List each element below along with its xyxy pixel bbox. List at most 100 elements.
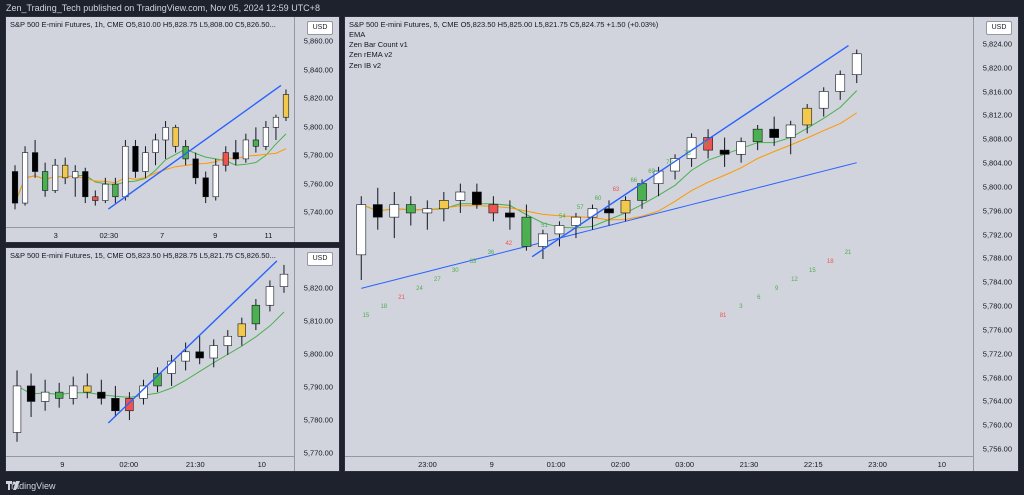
h1-candle [21, 152, 29, 204]
bar-count-label: 72 [666, 160, 673, 166]
h1-x-tick: 9 [213, 231, 218, 240]
price-axis-1h[interactable]: 5,860.00 5,840.00 5,820.00 5,800.00 5,780.00… [294, 17, 339, 242]
m5-candle [653, 170, 664, 184]
m5-candle [802, 107, 813, 126]
m5-x-tick: 22:15 [803, 460, 823, 469]
m5-x-tick: 23:00 [418, 460, 437, 469]
m5-candle [620, 200, 631, 214]
m5-x-tick: 02:00 [610, 460, 630, 469]
tradingview-brand[interactable]: TradingView [6, 481, 56, 491]
h1-ema-line [14, 148, 287, 204]
indicator-rema[interactable]: Zen rEMA v2 [349, 50, 393, 60]
bar-count-label: 12 [791, 277, 798, 283]
price-axis-15m[interactable]: 5,820.00 5,810.00 5,800.00 5,790.00 5,780.00… [294, 248, 339, 471]
m5-candle [538, 233, 548, 247]
m5-y-tick: 5,784.00 [982, 277, 1012, 287]
bar-count-label: 21 [845, 250, 852, 256]
m15-candle [55, 391, 64, 399]
m15-candle [181, 351, 190, 362]
h1-x-tick: 3 [53, 231, 58, 240]
currency-badge-5m[interactable]: USD [986, 21, 1012, 35]
time-axis-15m[interactable]: 9 02:00 21:30 10 [6, 456, 295, 471]
h1-candle [142, 152, 149, 172]
h1-candle [172, 127, 179, 147]
h1-candle [202, 177, 209, 198]
h1-candle [272, 116, 280, 128]
h1-candle [282, 94, 290, 118]
m5-candle [703, 137, 713, 151]
h1-candle [112, 183, 119, 198]
chart-panel-5m[interactable]: 15 18 21 24 27 30 33 36 42 48 51 54 57 60 63 66 69 72 75 78… [344, 16, 1019, 472]
bar-count-label: 15 [363, 313, 370, 319]
m5-y-tick: 5,792.00 [982, 230, 1012, 240]
m5-y-tick: 5,824.00 [982, 39, 1012, 49]
m5-candle [752, 128, 763, 143]
bar-count-label: 51 [541, 223, 548, 229]
m15-candle [97, 391, 106, 399]
m15-y-tick: 5,810.00 [303, 316, 333, 326]
m15-x-tick: 10 [257, 460, 266, 469]
m5-candle [769, 128, 780, 138]
m5-y-tick: 5,804.00 [982, 158, 1012, 168]
m5-x-tick: 01:00 [546, 460, 566, 469]
price-axis-5m[interactable]: 5,824.00 5,820.00 5,816.00 5,812.00 5,808.00… [973, 17, 1018, 471]
bar-count-label: 3 [739, 304, 743, 310]
currency-badge-1h[interactable]: USD [307, 21, 333, 35]
m5-candle [818, 91, 829, 109]
h1-candle [252, 139, 259, 147]
bar-count-label: 42 [505, 241, 512, 247]
m5-y-tick: 5,816.00 [982, 87, 1012, 97]
m15-trend-arrow [107, 260, 278, 424]
h1-candle [132, 145, 139, 172]
indicator-ib[interactable]: Zen IB v2 [349, 60, 382, 70]
h1-candle [192, 158, 199, 179]
h1-candle [232, 152, 239, 160]
m15-candle [12, 385, 22, 433]
m15-candle [111, 398, 120, 412]
h1-y-tick: 5,760.00 [303, 179, 333, 188]
chart-panel-1h[interactable]: S&P 500 E-mini Futures, 1h, CME O5,810.0… [5, 16, 340, 243]
m5-candle [719, 149, 730, 155]
indicator-bar-count[interactable]: Zen Bar Count v1 [349, 40, 408, 50]
bar-count-label: 69 [648, 169, 655, 175]
publish-info: Zen_Trading_Tech published on TradingVie… [6, 3, 320, 13]
h1-trend-arrow [107, 84, 282, 210]
h1-y-tick: 5,800.00 [303, 122, 333, 131]
bar-count-label: 63 [613, 187, 620, 193]
m5-candle [422, 208, 433, 214]
m5-candle [488, 204, 499, 214]
m5-y-tick: 5,760.00 [982, 420, 1012, 430]
bar-count-label: 6 [757, 295, 761, 301]
h1-y-tick: 5,840.00 [303, 65, 333, 74]
bar-count-label: 75 [684, 151, 691, 157]
h1-y-tick: 5,860.00 [303, 36, 333, 46]
bar-count-label: 48 [523, 232, 530, 238]
m5-y-tick: 5,768.00 [982, 373, 1012, 383]
bar-count-label: 18 [827, 259, 834, 265]
m5-y-tick: 5,780.00 [982, 301, 1012, 311]
time-axis-5m[interactable]: 23:00 9 01:00 02:00 03:00 21:30 22:15 23:00 10 [345, 456, 974, 471]
m5-candle [472, 191, 482, 205]
m5-y-tick: 5,788.00 [982, 253, 1012, 263]
m15-candle [40, 391, 50, 402]
time-axis-1h[interactable]: 3 02:30 7 9 11 [6, 227, 295, 242]
m5-trend-arrow [531, 44, 849, 258]
h1-candle [72, 171, 79, 179]
chart-panel-15m[interactable]: S&P 500 E-mini Futures, 15, CME O5,823.5… [5, 247, 340, 472]
m5-y-tick: 5,796.00 [982, 206, 1012, 216]
m5-candle [851, 53, 862, 76]
indicator-ema[interactable]: EMA [349, 30, 366, 40]
h1-candle [52, 164, 59, 191]
m5-y-tick: 5,800.00 [982, 182, 1012, 192]
m15-x-tick: 9 [60, 460, 65, 469]
m5-candle [785, 124, 796, 138]
h1-candle [102, 183, 109, 201]
m5-x-tick: 03:00 [675, 460, 695, 469]
m15-candle [69, 385, 78, 399]
m5-candle [438, 200, 449, 210]
m5-candle [455, 191, 466, 201]
brand-label: TradingView [6, 481, 56, 491]
chart-canvas-1h [11, 84, 290, 210]
currency-badge-15m[interactable]: USD [307, 252, 333, 266]
m5-candle [835, 74, 846, 92]
